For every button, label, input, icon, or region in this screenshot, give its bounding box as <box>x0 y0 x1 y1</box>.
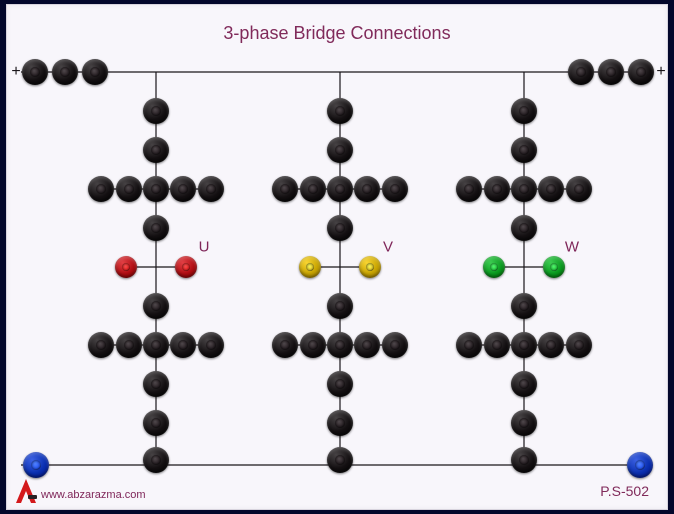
top-rail-jack-left-0[interactable] <box>22 59 48 85</box>
jack-U-m1[interactable] <box>143 215 169 241</box>
jack-V-botbranch-1[interactable] <box>300 332 326 358</box>
jack-V-topbranch-2[interactable] <box>327 176 353 202</box>
jack-V-topbranch-1[interactable] <box>300 176 326 202</box>
jack-U-m2[interactable] <box>143 293 169 319</box>
jack-U-topbranch-0[interactable] <box>88 176 114 202</box>
jack-W-b1[interactable] <box>511 371 537 397</box>
jack-W-botbranch-2[interactable] <box>511 332 537 358</box>
jack-W-t2[interactable] <box>511 137 537 163</box>
jack-V-topbranch-0[interactable] <box>272 176 298 202</box>
jack-U-b3[interactable] <box>143 447 169 473</box>
jack-W-topbranch-3[interactable] <box>538 176 564 202</box>
jack-U-b2[interactable] <box>143 410 169 436</box>
jack-V-b2[interactable] <box>327 410 353 436</box>
top-rail-jack-right-2[interactable] <box>628 59 654 85</box>
jack-V-botbranch-4[interactable] <box>382 332 408 358</box>
phase-label-U: U <box>199 239 210 256</box>
jack-U-t2[interactable] <box>143 137 169 163</box>
jack-W-m2[interactable] <box>511 293 537 319</box>
jack-W-b2[interactable] <box>511 410 537 436</box>
input-W-right[interactable] <box>543 256 565 278</box>
jack-W-botbranch-4[interactable] <box>566 332 592 358</box>
jack-V-botbranch-2[interactable] <box>327 332 353 358</box>
jack-W-topbranch-2[interactable] <box>511 176 537 202</box>
phase-label-V: V <box>383 239 393 256</box>
jack-U-botbranch-3[interactable] <box>170 332 196 358</box>
jack-W-botbranch-3[interactable] <box>538 332 564 358</box>
jack-V-botbranch-3[interactable] <box>354 332 380 358</box>
jack-V-b3[interactable] <box>327 447 353 473</box>
jack-V-b1[interactable] <box>327 371 353 397</box>
jack-W-t1[interactable] <box>511 98 537 124</box>
jack-W-botbranch-0[interactable] <box>456 332 482 358</box>
jack-U-botbranch-2[interactable] <box>143 332 169 358</box>
jack-V-m2[interactable] <box>327 293 353 319</box>
top-rail-jack-right-0[interactable] <box>568 59 594 85</box>
bridge-panel: 3-phase Bridge Connections++P.S-502www.a… <box>6 4 668 510</box>
jack-V-m1[interactable] <box>327 215 353 241</box>
bottom-rail-jack-right[interactable] <box>627 452 653 478</box>
jack-U-topbranch-2[interactable] <box>143 176 169 202</box>
jack-W-topbranch-0[interactable] <box>456 176 482 202</box>
jack-V-t2[interactable] <box>327 137 353 163</box>
jack-V-topbranch-3[interactable] <box>354 176 380 202</box>
jack-W-topbranch-4[interactable] <box>566 176 592 202</box>
input-U-right[interactable] <box>175 256 197 278</box>
jack-W-topbranch-1[interactable] <box>484 176 510 202</box>
jack-V-topbranch-4[interactable] <box>382 176 408 202</box>
jack-U-b1[interactable] <box>143 371 169 397</box>
top-rail-jack-right-1[interactable] <box>598 59 624 85</box>
top-rail-jack-left-1[interactable] <box>52 59 78 85</box>
jack-W-b3[interactable] <box>511 447 537 473</box>
input-U-left[interactable] <box>115 256 137 278</box>
jack-W-m1[interactable] <box>511 215 537 241</box>
jack-U-topbranch-3[interactable] <box>170 176 196 202</box>
top-rail-jack-left-2[interactable] <box>82 59 108 85</box>
input-W-left[interactable] <box>483 256 505 278</box>
phase-label-W: W <box>565 239 579 256</box>
jack-U-botbranch-4[interactable] <box>198 332 224 358</box>
jack-U-t1[interactable] <box>143 98 169 124</box>
jack-U-botbranch-1[interactable] <box>116 332 142 358</box>
jack-V-t1[interactable] <box>327 98 353 124</box>
jack-U-topbranch-1[interactable] <box>116 176 142 202</box>
input-V-left[interactable] <box>299 256 321 278</box>
jack-W-botbranch-1[interactable] <box>484 332 510 358</box>
bottom-rail-jack-left[interactable] <box>23 452 49 478</box>
jack-U-topbranch-4[interactable] <box>198 176 224 202</box>
input-V-right[interactable] <box>359 256 381 278</box>
jack-U-botbranch-0[interactable] <box>88 332 114 358</box>
jack-V-botbranch-0[interactable] <box>272 332 298 358</box>
